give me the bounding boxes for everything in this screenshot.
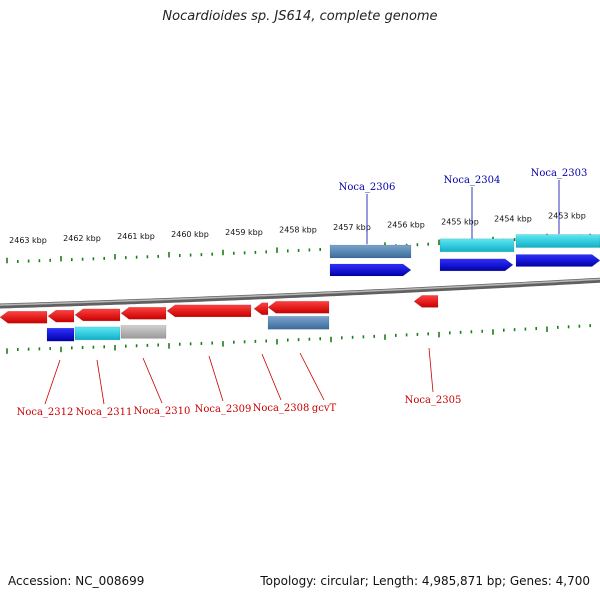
kbp-label: 2460 kbp [171,230,209,239]
gene-label: Noca_2303 [531,168,588,179]
domain-bar [329,244,412,259]
kbp-label: 2454 kbp [494,215,532,224]
kbp-label: 2457 kbp [333,223,371,232]
reverse-gene-arrow [120,307,167,320]
gene-label: Noca_2310 [134,406,191,417]
genome-backbone [0,277,600,309]
kbp-label: 2458 kbp [279,225,317,234]
leader-line [96,359,105,405]
kbp-label: 2456 kbp [387,220,425,229]
reverse-gene-arrow [0,310,48,324]
kbp-label: 2463 kbp [9,236,47,245]
gene-label: Noca_2309 [195,404,252,415]
domain-bar [120,325,167,339]
accession-text: Accession: NC_008699 [8,574,145,588]
reverse-gene-arrow [74,308,121,322]
leader-line [142,357,163,404]
forward-gene-arrow [439,258,514,272]
leader-line [208,355,224,402]
leader-line [261,353,282,401]
forward-gene-arrow [329,263,412,277]
kbp-label: 2459 kbp [225,228,263,237]
domain-bar [267,315,330,330]
forward-gene-arrow [515,254,600,267]
reverse-gene-arrow [413,295,439,308]
map-title: Nocardioides sp. JS614, complete genome [162,9,438,24]
gene-label: Noca_2306 [339,182,396,193]
gene-label: Noca_2304 [444,175,501,186]
topology-text: Topology: circular; Length: 4,985,871 bp… [260,574,590,588]
gene-label: Noca_2312 [17,407,74,418]
kbp-label: 2453 kbp [548,212,586,221]
gene-label: Noca_2311 [76,407,133,418]
leader-line [44,359,61,405]
leader-line [428,347,434,393]
genome-backbone-highlight [0,278,600,306]
kbp-label: 2461 kbp [117,232,155,241]
domain-bar [46,327,75,342]
gene-label: Noca_2308 [253,403,310,414]
leader-line [299,352,325,401]
reverse-gene-arrow [267,300,330,314]
reverse-gene-arrow [253,302,269,316]
gene-label: Noca_2305 [405,395,462,406]
domain-bar [439,238,515,253]
domain-bar [74,326,121,341]
reverse-gene-arrow [47,309,75,323]
domain-bar [515,234,600,248]
kbp-label: 2462 kbp [63,234,101,243]
kbp-label: 2455 kbp [441,218,479,227]
reverse-gene-arrow [166,304,252,318]
gene-label: gcvT [312,403,337,414]
